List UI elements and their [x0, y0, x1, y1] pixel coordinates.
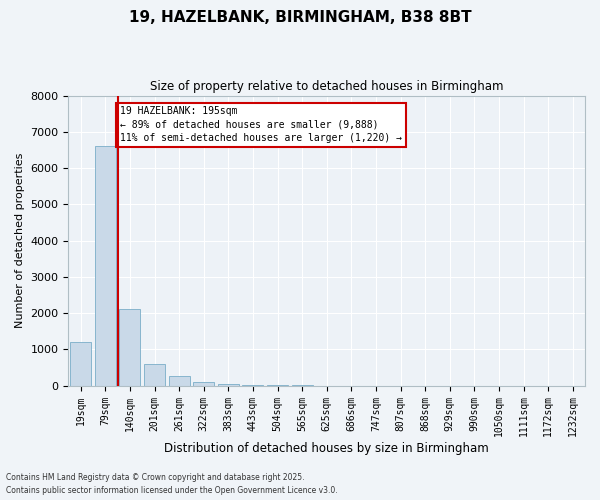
- Text: Contains HM Land Registry data © Crown copyright and database right 2025.
Contai: Contains HM Land Registry data © Crown c…: [6, 474, 338, 495]
- Bar: [242, 385, 263, 386]
- Bar: [70, 342, 91, 386]
- Bar: [193, 382, 214, 386]
- Text: 19 HAZELBANK: 195sqm
← 89% of detached houses are smaller (9,888)
11% of semi-de: 19 HAZELBANK: 195sqm ← 89% of detached h…: [120, 106, 402, 143]
- Bar: [218, 384, 239, 386]
- Bar: [119, 310, 140, 386]
- Text: 19, HAZELBANK, BIRMINGHAM, B38 8BT: 19, HAZELBANK, BIRMINGHAM, B38 8BT: [128, 10, 472, 25]
- Bar: [95, 146, 116, 386]
- Bar: [144, 364, 165, 386]
- X-axis label: Distribution of detached houses by size in Birmingham: Distribution of detached houses by size …: [164, 442, 489, 455]
- Y-axis label: Number of detached properties: Number of detached properties: [15, 153, 25, 328]
- Bar: [169, 376, 190, 386]
- Title: Size of property relative to detached houses in Birmingham: Size of property relative to detached ho…: [150, 80, 503, 93]
